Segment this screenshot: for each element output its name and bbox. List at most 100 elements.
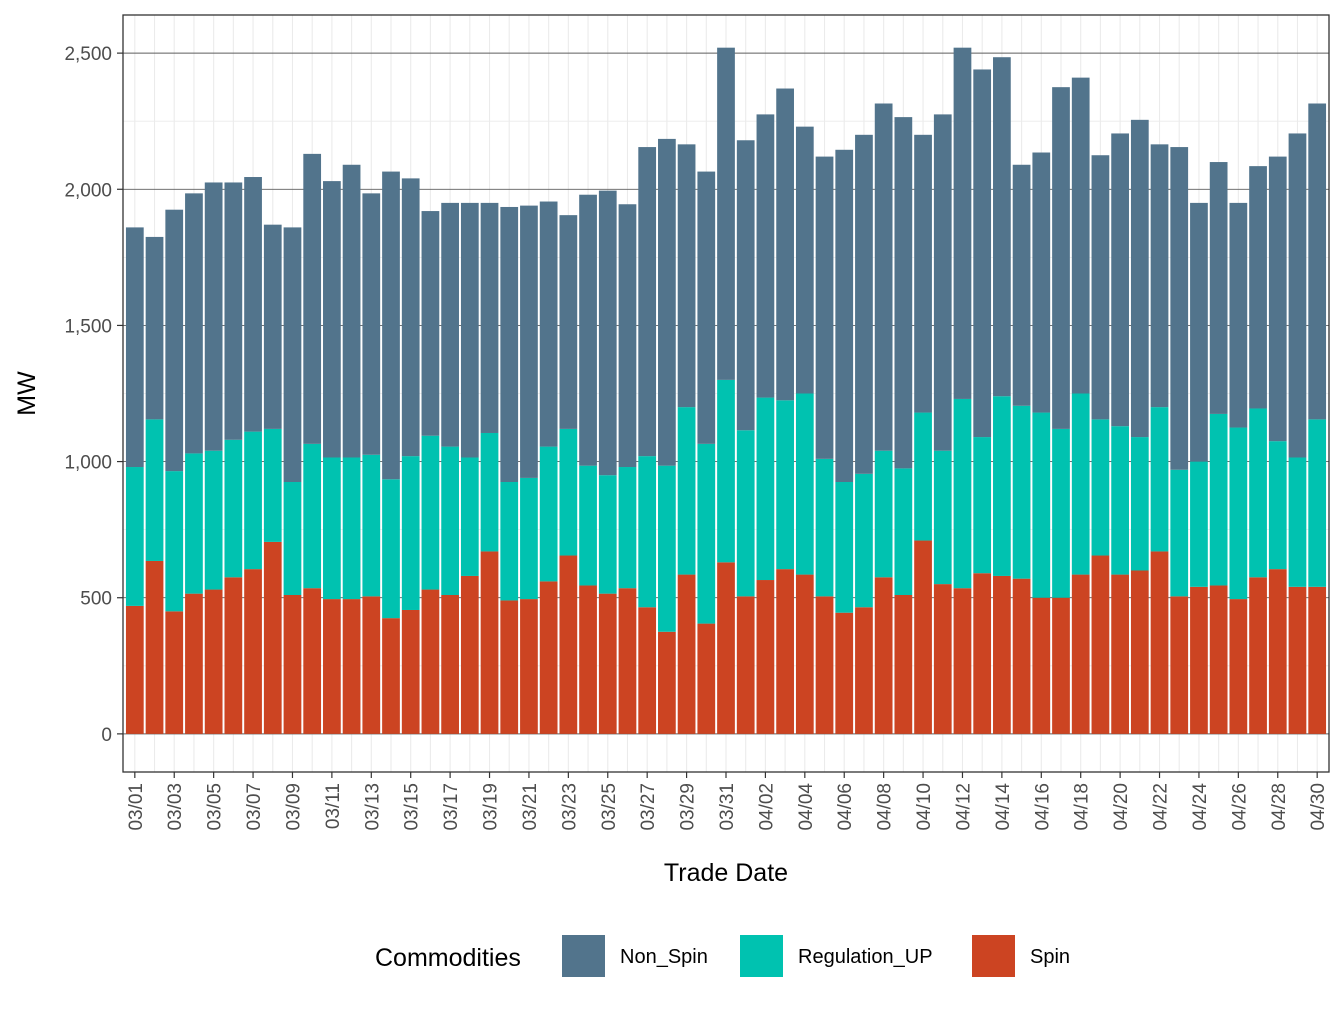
bar-non-spin-03-09 <box>283 227 302 482</box>
bar-regulation-up-03-15 <box>401 456 420 610</box>
bar-spin-03-11 <box>323 599 341 734</box>
bar-non-spin-03-15 <box>401 178 420 457</box>
bar-regulation-up-04-26 <box>1229 427 1248 600</box>
bar-non-spin-03-14 <box>382 171 400 480</box>
bar-regulation-up-04-08 <box>874 450 893 578</box>
bar-spin-04-15 <box>1012 578 1031 734</box>
bar-regulation-up-03-22 <box>539 446 558 582</box>
bar-non-spin-03-03 <box>165 209 184 472</box>
bar-non-spin-03-29 <box>677 144 696 408</box>
bar-regulation-up-03-01 <box>125 467 144 606</box>
bar-non-spin-03-25 <box>598 190 617 476</box>
x-tick-label: 03/03 <box>165 783 186 831</box>
bar-non-spin-04-28 <box>1268 156 1287 442</box>
bar-spin-04-27 <box>1249 577 1267 734</box>
bar-spin-04-21 <box>1130 570 1149 734</box>
bar-spin-03-22 <box>539 581 558 734</box>
bar-regulation-up-04-17 <box>1052 428 1070 598</box>
bar-spin-04-09 <box>894 595 913 734</box>
bar-non-spin-04-01 <box>736 140 755 431</box>
bar-spin-04-22 <box>1150 551 1169 734</box>
bar-spin-03-05 <box>204 589 223 734</box>
x-tick-label: 04/26 <box>1229 783 1250 831</box>
bar-regulation-up-04-19 <box>1091 419 1110 556</box>
bar-regulation-up-03-26 <box>618 467 637 589</box>
x-tick-label: 04/08 <box>875 783 896 831</box>
bar-non-spin-04-21 <box>1130 119 1149 438</box>
bar-non-spin-03-20 <box>500 206 519 482</box>
bar-non-spin-04-13 <box>973 69 992 438</box>
bar-non-spin-04-08 <box>874 103 893 451</box>
bar-regulation-up-04-06 <box>835 481 854 613</box>
bar-regulation-up-04-01 <box>736 430 755 597</box>
bar-spin-03-12 <box>342 599 361 734</box>
x-tick-label: 04/28 <box>1269 783 1290 831</box>
bar-spin-03-31 <box>717 562 735 734</box>
y-tick-label: 2,000 <box>64 180 112 201</box>
x-tick-label: 04/20 <box>1111 783 1132 831</box>
bar-spin-04-25 <box>1209 585 1228 734</box>
bar-spin-03-04 <box>185 593 203 734</box>
x-tick-label: 03/27 <box>638 783 659 831</box>
bar-regulation-up-03-28 <box>658 465 676 632</box>
bar-non-spin-04-11 <box>933 114 952 451</box>
legend-key-non-spin <box>562 935 605 977</box>
x-tick-label: 03/05 <box>205 783 226 831</box>
bar-spin-04-10 <box>914 540 932 734</box>
bar-non-spin-03-06 <box>224 182 243 440</box>
bar-regulation-up-04-30 <box>1308 419 1327 587</box>
bar-regulation-up-04-10 <box>914 412 932 541</box>
bar-regulation-up-03-06 <box>224 439 243 578</box>
bar-regulation-up-04-28 <box>1268 441 1287 570</box>
x-tick-label: 03/17 <box>441 783 462 831</box>
bar-spin-04-01 <box>736 596 755 734</box>
bar-regulation-up-03-13 <box>362 454 381 597</box>
bar-spin-03-02 <box>145 560 164 734</box>
bar-spin-04-08 <box>874 577 893 734</box>
x-tick-label: 03/11 <box>323 783 344 829</box>
bar-non-spin-03-05 <box>204 182 223 451</box>
bar-spin-04-24 <box>1190 586 1208 734</box>
legend: Commodities Non_Spin Regulation_UP Spin <box>375 935 1070 977</box>
bar-regulation-up-03-02 <box>145 419 164 561</box>
bar-regulation-up-03-20 <box>500 481 519 601</box>
bar-non-spin-03-04 <box>185 193 203 454</box>
x-tick-label: 04/18 <box>1072 783 1093 831</box>
bar-spin-03-23 <box>559 555 578 734</box>
y-tick-label: 500 <box>80 589 112 610</box>
bar-non-spin-03-30 <box>697 171 716 444</box>
bar-regulation-up-03-21 <box>520 477 538 600</box>
bar-spin-03-26 <box>618 588 637 734</box>
bar-spin-04-05 <box>815 596 834 734</box>
bar-regulation-up-03-25 <box>598 475 617 594</box>
bar-non-spin-04-20 <box>1111 133 1129 427</box>
bar-regulation-up-03-05 <box>204 450 223 590</box>
bar-spin-03-03 <box>165 611 184 734</box>
bar-non-spin-04-06 <box>835 149 854 482</box>
bar-spin-04-19 <box>1091 555 1110 734</box>
bar-non-spin-04-24 <box>1190 202 1208 462</box>
bar-spin-04-30 <box>1308 586 1327 734</box>
bar-regulation-up-03-07 <box>244 431 262 570</box>
x-axis: 03/01 03/03 03/05 03/07 03/09 03/11 03/13 03/15… <box>126 772 1329 831</box>
bar-regulation-up-04-29 <box>1288 457 1307 587</box>
x-tick-label: 03/13 <box>362 783 383 831</box>
bars <box>125 47 1327 734</box>
x-tick-label: 03/29 <box>678 783 699 831</box>
bar-non-spin-03-23 <box>559 215 578 429</box>
bar-spin-04-17 <box>1052 597 1070 734</box>
bar-spin-04-12 <box>953 588 972 734</box>
bar-regulation-up-03-17 <box>441 446 459 596</box>
bar-non-spin-04-17 <box>1052 87 1070 429</box>
bar-regulation-up-04-12 <box>953 398 972 589</box>
x-tick-label: 03/07 <box>244 783 265 831</box>
x-tick-label: 04/14 <box>993 783 1014 831</box>
x-axis-title: Trade Date <box>664 859 788 887</box>
bar-spin-03-08 <box>263 541 282 734</box>
y-tick-label: 0 <box>101 725 112 746</box>
bar-spin-03-13 <box>362 596 381 734</box>
bar-regulation-up-04-20 <box>1111 426 1129 575</box>
bar-non-spin-04-02 <box>756 114 775 398</box>
bar-spin-04-16 <box>1032 597 1051 734</box>
x-tick-label: 04/04 <box>796 783 817 831</box>
